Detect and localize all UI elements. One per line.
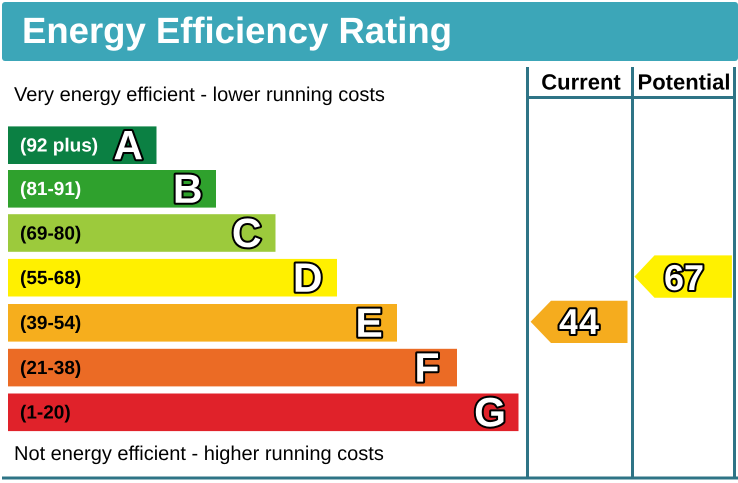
svg-text:Not energy efficient - higher: Not energy efficient - higher running co… <box>14 443 384 465</box>
svg-text:(39-54): (39-54) <box>20 313 81 334</box>
svg-text:(55-68): (55-68) <box>20 268 81 289</box>
svg-text:Potential: Potential <box>638 70 731 95</box>
svg-text:(92 plus): (92 plus) <box>20 136 98 157</box>
svg-text:(21-38): (21-38) <box>20 358 81 379</box>
svg-text:(81-91): (81-91) <box>20 179 81 200</box>
svg-text:Very energy efficient - lower: Very energy efficient - lower running co… <box>14 84 385 106</box>
svg-text:(69-80): (69-80) <box>20 223 81 244</box>
svg-text:(1-20): (1-20) <box>20 403 71 424</box>
svg-text:Current: Current <box>541 70 621 95</box>
svg-text:Energy Efficiency Rating: Energy Efficiency Rating <box>22 10 452 51</box>
